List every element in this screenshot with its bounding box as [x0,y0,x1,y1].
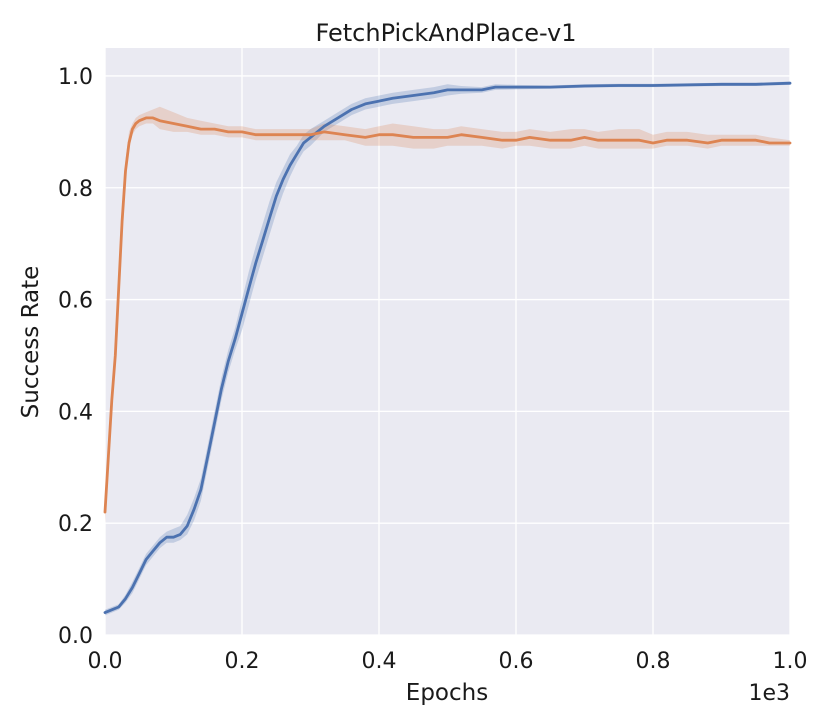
y-tick-label: 0.6 [58,289,93,314]
x-tick-label: 0.8 [636,649,671,674]
x-tick-label: 0.6 [499,649,534,674]
x-tick-label: 0.2 [225,649,260,674]
series-2-line [103,116,792,514]
y-tick-label: 0.4 [58,400,93,425]
y-axis-label: Success Rate [18,266,44,419]
x-axis-label: Epochs [406,680,488,706]
x-axis-ticks: 0.0 0.2 0.4 0.6 0.8 1.0 [88,649,808,674]
y-tick-label: 0.2 [58,512,93,537]
x-tick-label: 0.0 [88,649,123,674]
series-lines [103,81,792,614]
y-tick-label: 0.0 [58,624,93,649]
x-tick-label: 0.4 [362,649,397,674]
series-1-line [103,81,792,614]
y-axis-ticks: 0.0 0.2 0.4 0.6 0.8 1.0 [58,65,93,649]
plot-area [105,48,790,635]
y-tick-label: 1.0 [58,65,93,90]
gridlines [104,48,791,636]
y-tick-label: 0.8 [58,177,93,202]
x-tick-label: 1.0 [773,649,808,674]
chart-title: FetchPickAndPlace-v1 [316,19,577,47]
x-axis-offset-label: 1e3 [748,681,790,706]
